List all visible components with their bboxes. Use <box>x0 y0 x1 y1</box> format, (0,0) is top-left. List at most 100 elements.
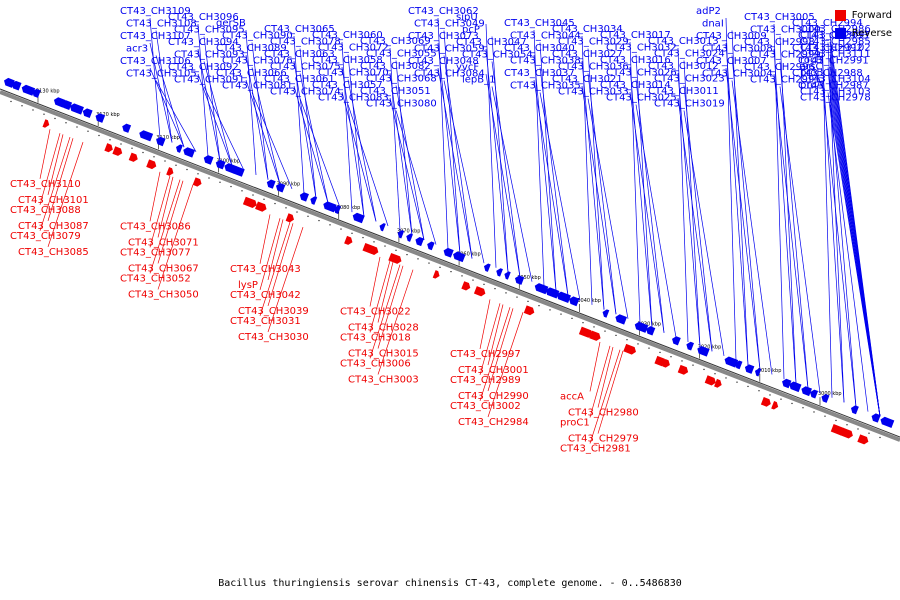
axis-edge <box>0 88 900 438</box>
leader-line <box>245 79 281 185</box>
leader-line <box>197 23 209 157</box>
tick-label: 3070 kbp <box>397 228 421 234</box>
minor-tick <box>208 177 210 179</box>
minor-tick <box>835 419 837 422</box>
forward-gene <box>370 246 379 255</box>
forward-gene-label: proC1 <box>560 417 590 428</box>
reverse-gene-label: CT43_CH3017 <box>600 30 671 41</box>
reverse-gene-label: CT43_CH3092 <box>168 62 239 73</box>
forward-gene <box>677 364 689 375</box>
leader-line <box>533 54 557 292</box>
reverse-gene <box>602 309 610 318</box>
minor-tick <box>637 343 639 345</box>
forward-gene-label: CT43_CH3022 <box>340 306 411 317</box>
reverse-gene-label: CT43_CH3029 <box>558 37 629 48</box>
leader-line <box>677 97 713 352</box>
forward-gene-arrow <box>704 375 716 386</box>
forward-gene-label: CT43_CH3079 <box>10 231 81 242</box>
minor-tick <box>538 305 540 307</box>
reverse-gene-arrow <box>61 100 73 111</box>
tick-label: 3030 kbp <box>638 321 662 327</box>
tick-label: 3080 kbp <box>337 205 361 211</box>
leader-line <box>39 133 61 205</box>
reverse-gene-arrow <box>82 108 93 118</box>
leader-line <box>157 180 184 264</box>
leader-line <box>533 79 569 296</box>
reverse-gene-label: CT43_CH3047 <box>456 37 527 48</box>
leader-line <box>149 67 185 148</box>
minor-tick <box>175 164 177 166</box>
reverse-gene-label: CT43_CH3060 <box>312 30 383 41</box>
legend-label-reverse: Reverse <box>851 27 892 39</box>
forward-gene-arrow <box>344 235 353 245</box>
forward-gene-label: CT43_CH2997 <box>450 349 521 360</box>
minor-tick <box>395 249 397 251</box>
reverse-gene <box>406 233 413 242</box>
forward-gene <box>104 143 113 153</box>
minor-tick <box>879 436 881 439</box>
minor-tick <box>505 292 507 294</box>
tick-label: 3130 kbp <box>36 89 60 95</box>
reverse-gene <box>686 341 695 351</box>
forward-gene-label: CT43_CH3085 <box>18 247 89 258</box>
reverse-gene-label: CT43_CH3016 <box>600 55 671 66</box>
reverse-gene <box>333 205 341 215</box>
forward-gene <box>578 326 593 338</box>
reverse-gene <box>801 386 812 397</box>
minor-tick <box>494 288 496 290</box>
forward-gene-arrow <box>662 358 670 368</box>
tick-label: 3060 kbp <box>457 252 481 258</box>
forward-gene-label: CT43_CH3018 <box>340 332 411 343</box>
minor-tick <box>802 407 804 409</box>
leader-line <box>629 91 665 333</box>
minor-tick <box>527 300 529 302</box>
minor-tick <box>626 339 628 341</box>
minor-tick <box>98 134 100 137</box>
forward-gene-label: CT43_CH3067 <box>128 263 199 274</box>
leader-line <box>47 134 64 195</box>
reverse-gene-label: CT43_CH3090 <box>222 31 293 42</box>
leader-line <box>629 66 653 329</box>
reverse-gene-label: CT43_CH3054 <box>462 50 533 61</box>
forward-gene-label: CT43_CH2984 <box>458 417 529 428</box>
forward-gene-arrow <box>146 159 157 170</box>
reverse-gene-label: CT43_CH3089 <box>216 43 287 54</box>
gene-arrows <box>4 77 895 445</box>
leader-line <box>683 85 713 352</box>
minor-tick <box>824 415 826 417</box>
reverse-gene-arrow <box>443 247 454 258</box>
reverse-gene <box>11 80 22 91</box>
minor-tick <box>87 130 89 132</box>
minor-tick <box>219 181 221 183</box>
axis-line <box>0 90 900 442</box>
leader-line <box>293 85 329 203</box>
reverse-gene <box>850 405 859 415</box>
minor-tick <box>142 151 144 154</box>
reverse-gene-arrow <box>122 123 132 133</box>
minor-tick <box>274 202 276 205</box>
reverse-gene-arrow <box>569 296 580 307</box>
forward-gene <box>523 305 535 316</box>
reverse-gene-label: CT43_CH3066 <box>216 68 287 79</box>
minor-tick <box>868 432 870 434</box>
reverse-gene <box>69 103 84 115</box>
forward-gene-arrow <box>589 330 601 341</box>
reverse-gene <box>215 159 226 170</box>
reverse-gene-label: CT43_CH3102 <box>800 43 871 54</box>
leader-line <box>589 345 611 418</box>
figure-caption: Bacillus thuringiensis serovar chinensis… <box>218 578 682 589</box>
reverse-gene-label: CT43_CH2999 <box>750 50 821 61</box>
leader-line <box>259 218 281 290</box>
genome-axis <box>0 88 900 442</box>
tick-label: 3100 kbp <box>216 158 240 164</box>
reverse-gene-label: CT43_CH3045 <box>504 18 575 29</box>
reverse-gene-arrow <box>483 263 491 272</box>
reverse-gene-arrow <box>850 405 859 415</box>
reverse-gene-arrow <box>744 364 755 374</box>
reverse-gene-label: CT43_CH3103 <box>800 87 871 98</box>
reverse-gene-label: CT43_CH3048 <box>408 56 479 67</box>
reverse-gene-arrow <box>406 233 413 242</box>
reverse-gene-label: CT43_CH2985 <box>800 37 871 48</box>
leader-line <box>587 98 629 319</box>
